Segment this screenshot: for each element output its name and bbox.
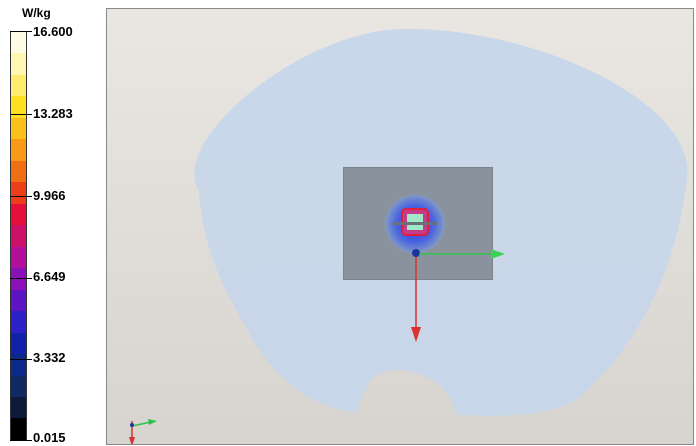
x-axis-arrow <box>491 249 505 259</box>
tick-label: 9.966 <box>33 188 66 203</box>
color-scale-segment <box>11 74 26 97</box>
tick-label-min: 0.015 <box>33 430 66 445</box>
dipole-antenna <box>393 222 437 225</box>
tick-mark <box>10 278 32 279</box>
color-scale-bar <box>10 31 27 441</box>
tick-mark <box>10 440 32 441</box>
tick-label: 3.332 <box>33 350 66 365</box>
color-scale-segment <box>11 160 26 183</box>
color-scale-segment <box>11 117 26 140</box>
axis-gizmo-main <box>411 249 505 342</box>
color-scale-segment <box>11 375 26 397</box>
tick-label: 13.283 <box>33 106 73 121</box>
legend-unit-label: W/kg <box>22 6 51 20</box>
color-scale-segment <box>11 182 26 204</box>
tick-mark <box>10 114 32 115</box>
tick-mark <box>10 359 32 360</box>
color-scale-segment <box>11 32 26 54</box>
color-scale-segment <box>11 139 26 161</box>
color-scale-segment <box>11 311 26 333</box>
tick-label: 6.649 <box>33 269 66 284</box>
color-scale-segment <box>11 332 26 355</box>
color-scale-segment <box>11 354 26 376</box>
tick-label-max: 16.600 <box>33 24 73 39</box>
3d-viewport[interactable] <box>106 8 694 445</box>
tick-mark <box>10 196 32 197</box>
color-scale-segment <box>11 289 26 312</box>
color-scale-segment <box>11 246 26 269</box>
axis-origin-dot <box>412 249 420 257</box>
color-scale-segment <box>11 203 26 226</box>
color-scale-segment <box>11 396 26 419</box>
color-scale-segment <box>11 96 26 118</box>
color-scale-segment <box>11 225 26 247</box>
axis-gizmo-corner <box>129 419 157 444</box>
y-axis-arrow <box>411 327 421 342</box>
color-scale-segment <box>11 418 26 440</box>
color-scale-segment <box>11 53 26 75</box>
tick-mark <box>10 31 32 32</box>
